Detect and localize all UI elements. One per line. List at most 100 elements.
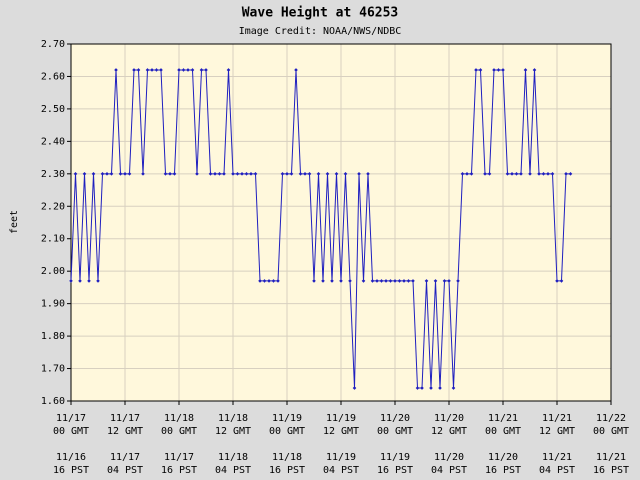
x-tick-label: 04 PST	[323, 465, 359, 476]
data-point	[501, 68, 505, 72]
data-point	[127, 172, 132, 176]
data-point	[388, 279, 393, 283]
data-point	[483, 172, 487, 176]
y-tick-label: 2.70	[41, 39, 65, 50]
data-point	[159, 68, 163, 72]
data-point	[510, 172, 514, 176]
data-point	[492, 68, 496, 72]
data-point	[402, 279, 406, 283]
data-point	[568, 172, 573, 176]
x-tick-label: 11/22	[596, 413, 626, 424]
data-point	[73, 172, 78, 176]
x-tick-label: 11/19	[326, 413, 356, 424]
x-tick-label: 11/18	[218, 452, 248, 463]
data-point	[384, 279, 388, 283]
data-point	[469, 172, 474, 176]
y-tick-label: 1.60	[41, 396, 65, 407]
x-tick-label: 00 GMT	[53, 426, 89, 437]
data-point	[118, 172, 123, 176]
data-point	[186, 68, 190, 72]
data-point	[132, 68, 136, 72]
data-point	[352, 386, 357, 390]
data-point	[222, 172, 226, 176]
data-point	[145, 68, 150, 72]
x-tick-label: 12 GMT	[215, 426, 251, 437]
y-tick-label: 2.00	[41, 266, 65, 277]
y-tick-label: 2.10	[41, 234, 65, 245]
x-tick-label: 11/21	[488, 413, 518, 424]
data-point	[532, 68, 537, 72]
y-axis-label: feet	[9, 210, 20, 234]
x-tick-label: 11/19	[272, 413, 302, 424]
data-point	[253, 172, 258, 176]
y-tick-label: 2.50	[41, 104, 65, 115]
data-point	[559, 279, 564, 283]
x-tick-label: 11/20	[488, 452, 518, 463]
data-point	[307, 172, 312, 176]
data-point	[420, 386, 424, 390]
data-point	[235, 172, 240, 176]
x-tick-label: 12 GMT	[107, 426, 143, 437]
data-point	[141, 172, 145, 176]
data-point	[105, 172, 109, 176]
data-point	[550, 172, 555, 176]
data-point	[415, 386, 420, 390]
data-point	[474, 68, 478, 72]
data-point	[204, 68, 208, 72]
data-point	[334, 172, 339, 176]
x-tick-label: 11/17	[56, 413, 86, 424]
x-tick-label: 16 PST	[377, 465, 413, 476]
data-point	[546, 172, 550, 176]
data-point	[96, 279, 100, 283]
data-point	[172, 172, 177, 176]
data-point	[514, 172, 519, 176]
data-point	[168, 172, 172, 176]
data-point	[361, 279, 366, 283]
data-point	[109, 172, 114, 176]
x-tick-label: 11/17	[110, 413, 140, 424]
data-point	[213, 172, 217, 176]
x-tick-label: 04 PST	[215, 465, 251, 476]
data-point	[528, 172, 532, 176]
data-point	[375, 279, 379, 283]
data-point	[330, 279, 334, 283]
x-tick-label: 00 GMT	[269, 426, 305, 437]
data-point	[519, 172, 523, 176]
data-point	[537, 172, 541, 176]
data-point	[505, 172, 510, 176]
data-point	[411, 279, 415, 283]
x-tick-label: 12 GMT	[431, 426, 467, 437]
data-point	[456, 279, 460, 283]
data-point	[100, 172, 105, 176]
data-point	[357, 172, 361, 176]
data-point	[303, 172, 307, 176]
data-point	[271, 279, 276, 283]
data-point	[366, 172, 370, 176]
data-point	[285, 172, 289, 176]
data-point	[87, 279, 91, 283]
x-tick-label: 04 PST	[107, 465, 143, 476]
data-point	[195, 172, 199, 176]
data-point	[487, 172, 492, 176]
x-tick-label: 00 GMT	[161, 426, 197, 437]
data-point	[276, 279, 280, 283]
data-point	[442, 279, 447, 283]
x-tick-label: 16 PST	[161, 465, 197, 476]
y-tick-label: 2.60	[41, 71, 65, 82]
data-point	[69, 279, 73, 283]
data-point	[267, 279, 271, 283]
x-tick-label: 04 PST	[539, 465, 575, 476]
data-point	[231, 172, 235, 176]
data-point	[177, 68, 181, 72]
data-point	[339, 279, 343, 283]
x-tick-label: 11/18	[272, 452, 302, 463]
data-point	[312, 279, 316, 283]
data-point	[406, 279, 411, 283]
data-point	[289, 172, 294, 176]
data-point	[348, 279, 352, 283]
data-point	[433, 279, 438, 283]
data-point	[478, 68, 483, 72]
data-point	[321, 279, 325, 283]
x-tick-label: 00 GMT	[593, 426, 629, 437]
data-point	[298, 172, 303, 176]
